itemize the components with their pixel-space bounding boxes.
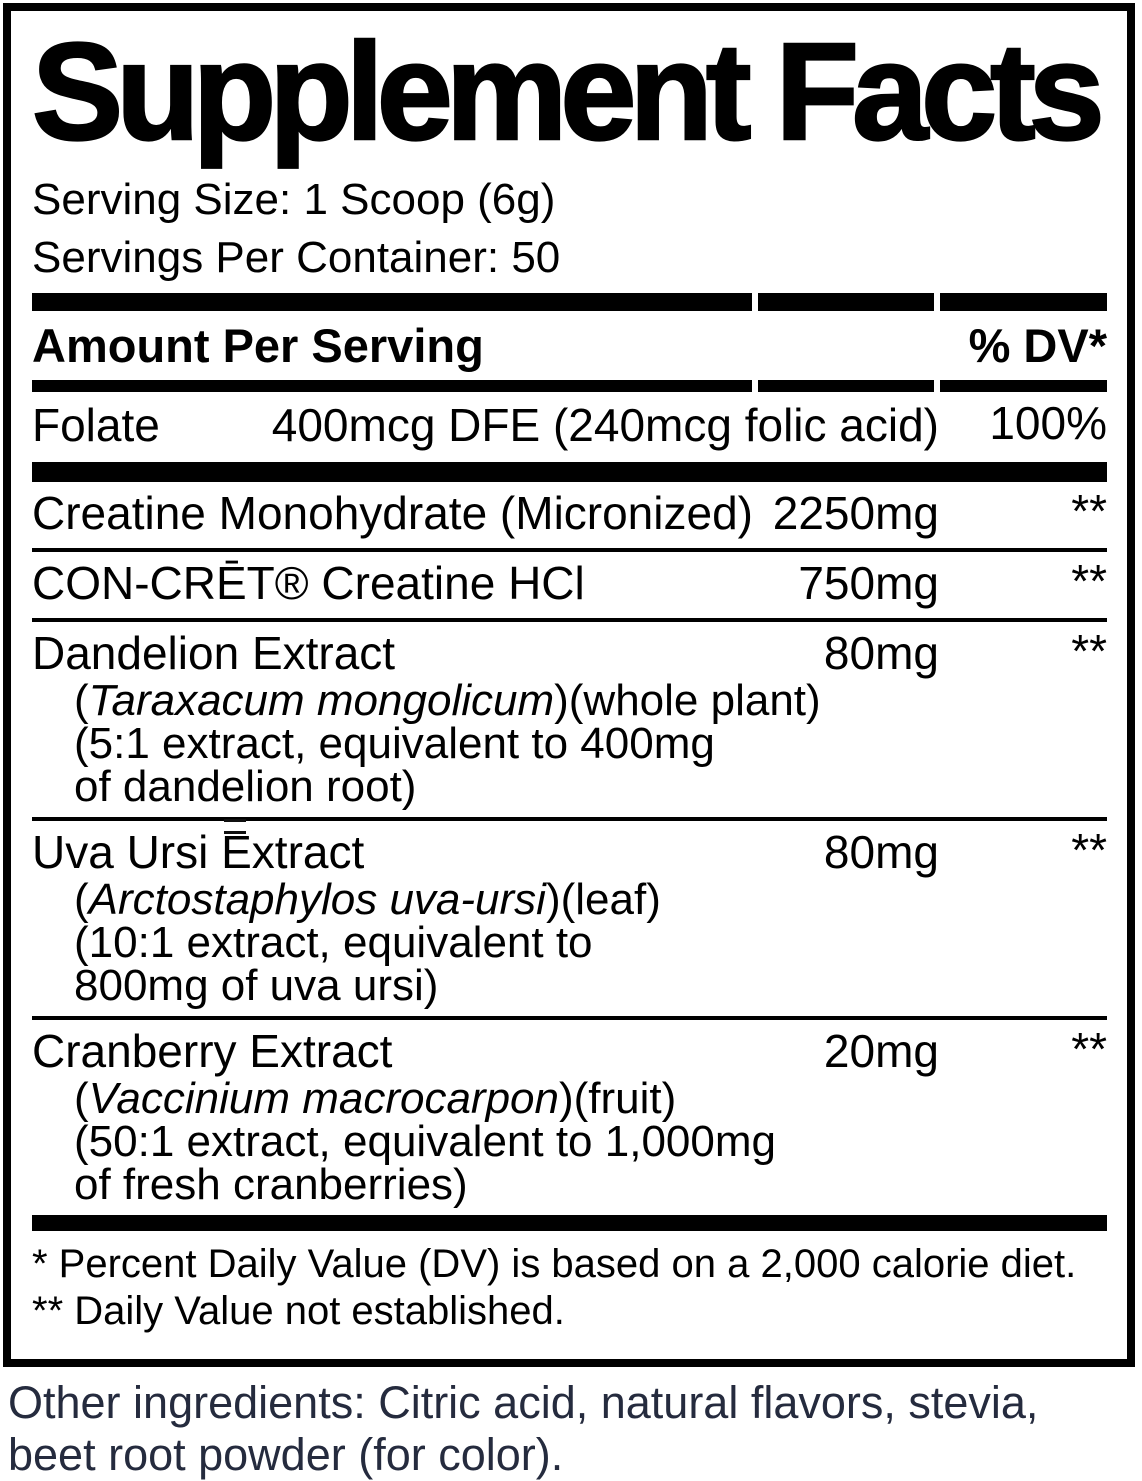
ingredient-dv-value: ** (1071, 824, 1107, 876)
ingredient-subline: (5:1 extract, equivalent to 400mg (32, 719, 1107, 768)
ingredient-name: CON-CRĒT® Creatine HCl (32, 557, 585, 609)
subline-text: (5:1 extract, equivalent to 400mg (74, 719, 715, 768)
subline-text: )(fruit) (559, 1074, 677, 1123)
row-divider-hairline (32, 548, 1107, 552)
row-divider-hairline (32, 618, 1107, 622)
subline-text: 800mg of uva ursi) (74, 961, 439, 1010)
row-main-line: CON-CRĒT® Creatine HCl 750mg ** (32, 557, 1107, 609)
subline-text: (50:1 extract, equivalent to 1,000mg (74, 1117, 776, 1166)
latin-name: Taraxacum mongolicum (88, 676, 555, 725)
nutrient-dv-value: 100% (989, 397, 1107, 449)
stray-print-mark-icon (224, 819, 246, 834)
subline-text: ( (74, 875, 89, 924)
percent-dv-header: % DV* (968, 319, 1107, 372)
ingredient-name: Uva Ursi Extract (32, 819, 824, 878)
divider-bar-heavy-top (32, 293, 1107, 311)
subline-text: ( (74, 676, 89, 725)
footnote-line: ** Daily Value not established. (32, 1289, 565, 1333)
ingredient-name: Dandelion Extract (32, 627, 396, 679)
ingredient-subline: 800mg of uva ursi) (32, 961, 1107, 1010)
nutrient-name: Folate (32, 399, 160, 451)
ingredient-row: Dandelion Extract 80mg ** (Taraxacum mongol… (32, 622, 1107, 817)
nutrient-rows: Folate 400mcg DFE (240mcg folic acid) 100% (32, 392, 1107, 462)
divider-bar-heavy-mid (32, 462, 1107, 482)
ingredient-amount: 750mg (798, 557, 939, 609)
divider-bar-medium (32, 380, 1107, 392)
subline-text: (10:1 extract, equivalent to (74, 918, 593, 967)
servings-per-container-line: Servings Per Container: 50 (32, 233, 561, 282)
row-main-line: Folate 400mcg DFE (240mcg folic acid) 100% (32, 399, 1107, 451)
latin-name: Arctostaphylos uva-ursi (88, 875, 546, 924)
footnote-line: * Percent Daily Value (DV) is based on a… (32, 1242, 1077, 1286)
ingredient-amount: 80mg (823, 627, 939, 679)
ingredient-subline: (Arctostaphylos uva-ursi)(leaf) (32, 875, 1107, 924)
subline-text: ( (74, 1074, 89, 1123)
serving-size-line: Serving Size: 1 Scoop (6g) (32, 175, 556, 224)
row-divider-hairline (32, 1016, 1107, 1020)
ingredient-subline: (Vaccinium macrocarpon)(fruit) (32, 1074, 1107, 1123)
other-ingredients-text: Other ingredients: Citric acid, natural … (8, 1377, 1039, 1480)
row-divider-hairline (32, 817, 1107, 821)
ingredient-dv-value: ** (1071, 625, 1107, 677)
column-header-row: Amount Per Serving % DV* (32, 311, 1107, 380)
ingredient-subline: of dandelion root) (32, 762, 1107, 811)
ingredient-dv-value: ** (1071, 555, 1107, 607)
divider-bar-heavy-bottom (32, 1215, 1107, 1231)
ingredient-subline: (10:1 extract, equivalent to (32, 918, 1107, 967)
footnotes-block: * Percent Daily Value (DV) is based on a… (32, 1231, 1107, 1349)
supplement-facts-panel: Supplement Facts Serving Size: 1 Scoop (… (3, 3, 1135, 1367)
ingredient-name: Cranberry Extract (32, 1025, 393, 1077)
nutrient-amount: 400mcg DFE (240mcg folic acid) (271, 399, 939, 451)
ingredient-row: Cranberry Extract 20mg ** (Vaccinium macroc… (32, 1020, 1107, 1215)
panel-title: Supplement Facts (31, 15, 1106, 169)
row-main-line: Uva Ursi Extract 80mg ** (32, 819, 1107, 878)
latin-name: Vaccinium macrocarpon (88, 1074, 559, 1123)
row-main-line: Creatine Monohydrate (Micronized) 2250mg *… (32, 487, 1107, 539)
ingredient-amount: 2250mg (772, 487, 939, 539)
ingredient-subline: (Taraxacum mongolicum)(whole plant) (32, 676, 1107, 725)
subline-text: of dandelion root) (74, 762, 417, 811)
ingredient-dv-value: ** (1071, 485, 1107, 537)
row-main-line: Cranberry Extract 20mg ** (32, 1025, 1107, 1077)
ingredient-subline: of fresh cranberries) (32, 1160, 1107, 1209)
row-main-line: Dandelion Extract 80mg ** (32, 627, 1107, 679)
ingredient-row: Creatine Monohydrate (Micronized) 2250mg *… (32, 482, 1107, 548)
supplement-label-page: Supplement Facts Serving Size: 1 Scoop (… (0, 3, 1142, 1481)
ingredient-dv-value: ** (1071, 1023, 1107, 1075)
subline-text: )(leaf) (545, 875, 661, 924)
ingredient-name: Creatine Monohydrate (Micronized) (32, 487, 753, 539)
ingredient-row: CON-CRĒT® Creatine HCl 750mg ** (32, 552, 1107, 618)
nutrient-row: Folate 400mcg DFE (240mcg folic acid) 100% (32, 392, 1107, 462)
ingredient-subline: (50:1 extract, equivalent to 1,000mg (32, 1117, 1107, 1166)
subline-text: )(whole plant) (554, 676, 821, 725)
subline-text: of fresh cranberries) (74, 1160, 468, 1209)
amount-per-serving-header: Amount Per Serving (32, 319, 484, 372)
ingredient-amount: 80mg (823, 826, 939, 878)
ingredient-rows: Creatine Monohydrate (Micronized) 2250mg *… (32, 482, 1107, 1215)
ingredient-amount: 20mg (823, 1025, 939, 1077)
ingredient-row: Uva Ursi Extract 80mg ** (Arctostaphylos uv… (32, 819, 1107, 1016)
